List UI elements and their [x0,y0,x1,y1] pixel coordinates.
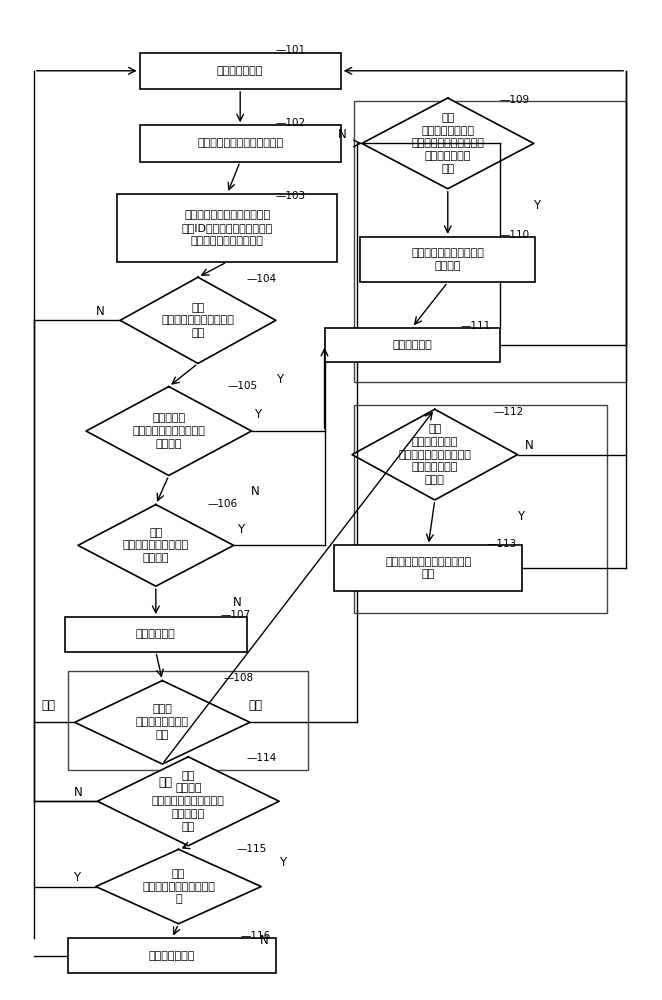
Text: 发送第二响应: 发送第二响应 [392,340,432,350]
Text: Y: Y [279,856,286,869]
Bar [68,671,308,770]
Text: —113: —113 [487,539,517,549]
Text: —103: —103 [276,191,306,201]
Text: 事件: 事件 [159,776,173,789]
Bar [140,53,341,89]
Polygon shape [96,849,261,924]
Bar [117,194,338,262]
Text: 响应: 响应 [42,699,56,712]
Text: N: N [96,305,105,318]
Bar [360,237,536,282]
Text: Y: Y [517,510,524,523]
Text: N: N [232,596,242,609]
Text: —111: —111 [461,321,491,331]
Text: 对生成
的消息的类型进行
判断: 对生成 的消息的类型进行 判断 [136,705,189,740]
Text: —105: —105 [227,381,258,391]
Text: 根据接收到的数据包生成消息: 根据接收到的数据包生成消息 [197,138,283,148]
Polygon shape [75,681,250,764]
Text: —115: —115 [237,844,267,854]
Text: N: N [250,485,259,498]
Bar [65,617,247,652]
Text: Y: Y [73,871,80,884]
Bar [140,125,341,162]
Polygon shape [97,757,279,846]
Text: —110: —110 [500,230,530,240]
Text: 处理生成的事件，发送相应的
响应: 处理生成的事件，发送相应的 响应 [385,557,471,579]
Text: —108: —108 [224,673,254,683]
Text: 命令: 命令 [248,699,262,712]
Bar [354,101,626,382]
Text: Y: Y [275,373,283,386]
Text: —116: —116 [240,931,270,941]
Bar [334,545,522,591]
Text: 判断
生成的响应是否为第三响
应: 判断 生成的响应是否为第三响 应 [142,869,215,904]
Text: 判断检索到
的管道的状态信息是否为
打开状态: 判断检索到 的管道的状态信息是否为 打开状态 [132,413,205,449]
Text: 发送第一响应: 发送第一响应 [136,629,175,639]
Text: —112: —112 [493,407,524,417]
Text: 处理生成的响应: 处理生成的响应 [149,951,195,961]
Text: 判断
是否检索到相应的管道的
信息: 判断 是否检索到相应的管道的 信息 [162,303,234,338]
Polygon shape [352,409,518,500]
Bar [68,938,276,973]
Text: 等待接收数据包: 等待接收数据包 [217,66,263,76]
Text: Y: Y [254,408,261,421]
Text: N: N [260,934,269,947]
Text: 判断
生成的消息是否为打开
管道命令: 判断 生成的消息是否为打开 管道命令 [122,528,189,563]
Text: —102: —102 [276,118,306,128]
Text: Y: Y [236,523,244,536]
Polygon shape [120,277,276,363]
Text: —104: —104 [247,274,277,284]
Text: N: N [73,786,82,799]
Text: Y: Y [534,199,541,212]
Polygon shape [86,387,252,476]
Text: 判断
生成的响
应是否与自身最近一次发
送的命令相
匹配: 判断 生成的响 应是否与自身最近一次发 送的命令相 匹配 [152,771,224,832]
Text: —114: —114 [247,753,277,763]
Text: —106: —106 [208,499,238,509]
Text: N: N [525,439,534,452]
Bar [354,405,607,613]
Text: —101: —101 [276,45,306,55]
Text: 根据接收到的数据包所包含的
管道ID，从自身存储的上下文
中检索相应的管道的信息: 根据接收到的数据包所包含的 管道ID，从自身存储的上下文 中检索相应的管道的信息 [181,210,273,246]
Text: N: N [338,128,347,141]
Text: —107: —107 [220,610,251,620]
Text: 执行生成的命令，发送相
应的响应: 执行生成的命令，发送相 应的响应 [411,248,484,271]
Polygon shape [362,98,534,189]
Text: 判断
与接收到的数据
包对应的管道所连接的端
口是否支持生成
的事件: 判断 与接收到的数据 包对应的管道所连接的端 口是否支持生成 的事件 [399,424,471,485]
Bar [324,328,500,362]
Text: —109: —109 [500,95,530,105]
Polygon shape [78,505,234,586]
Text: 判断
与接收到的数据包
对应的管道所连接的端口
是否支持生成的
命令: 判断 与接收到的数据包 对应的管道所连接的端口 是否支持生成的 命令 [411,113,484,174]
